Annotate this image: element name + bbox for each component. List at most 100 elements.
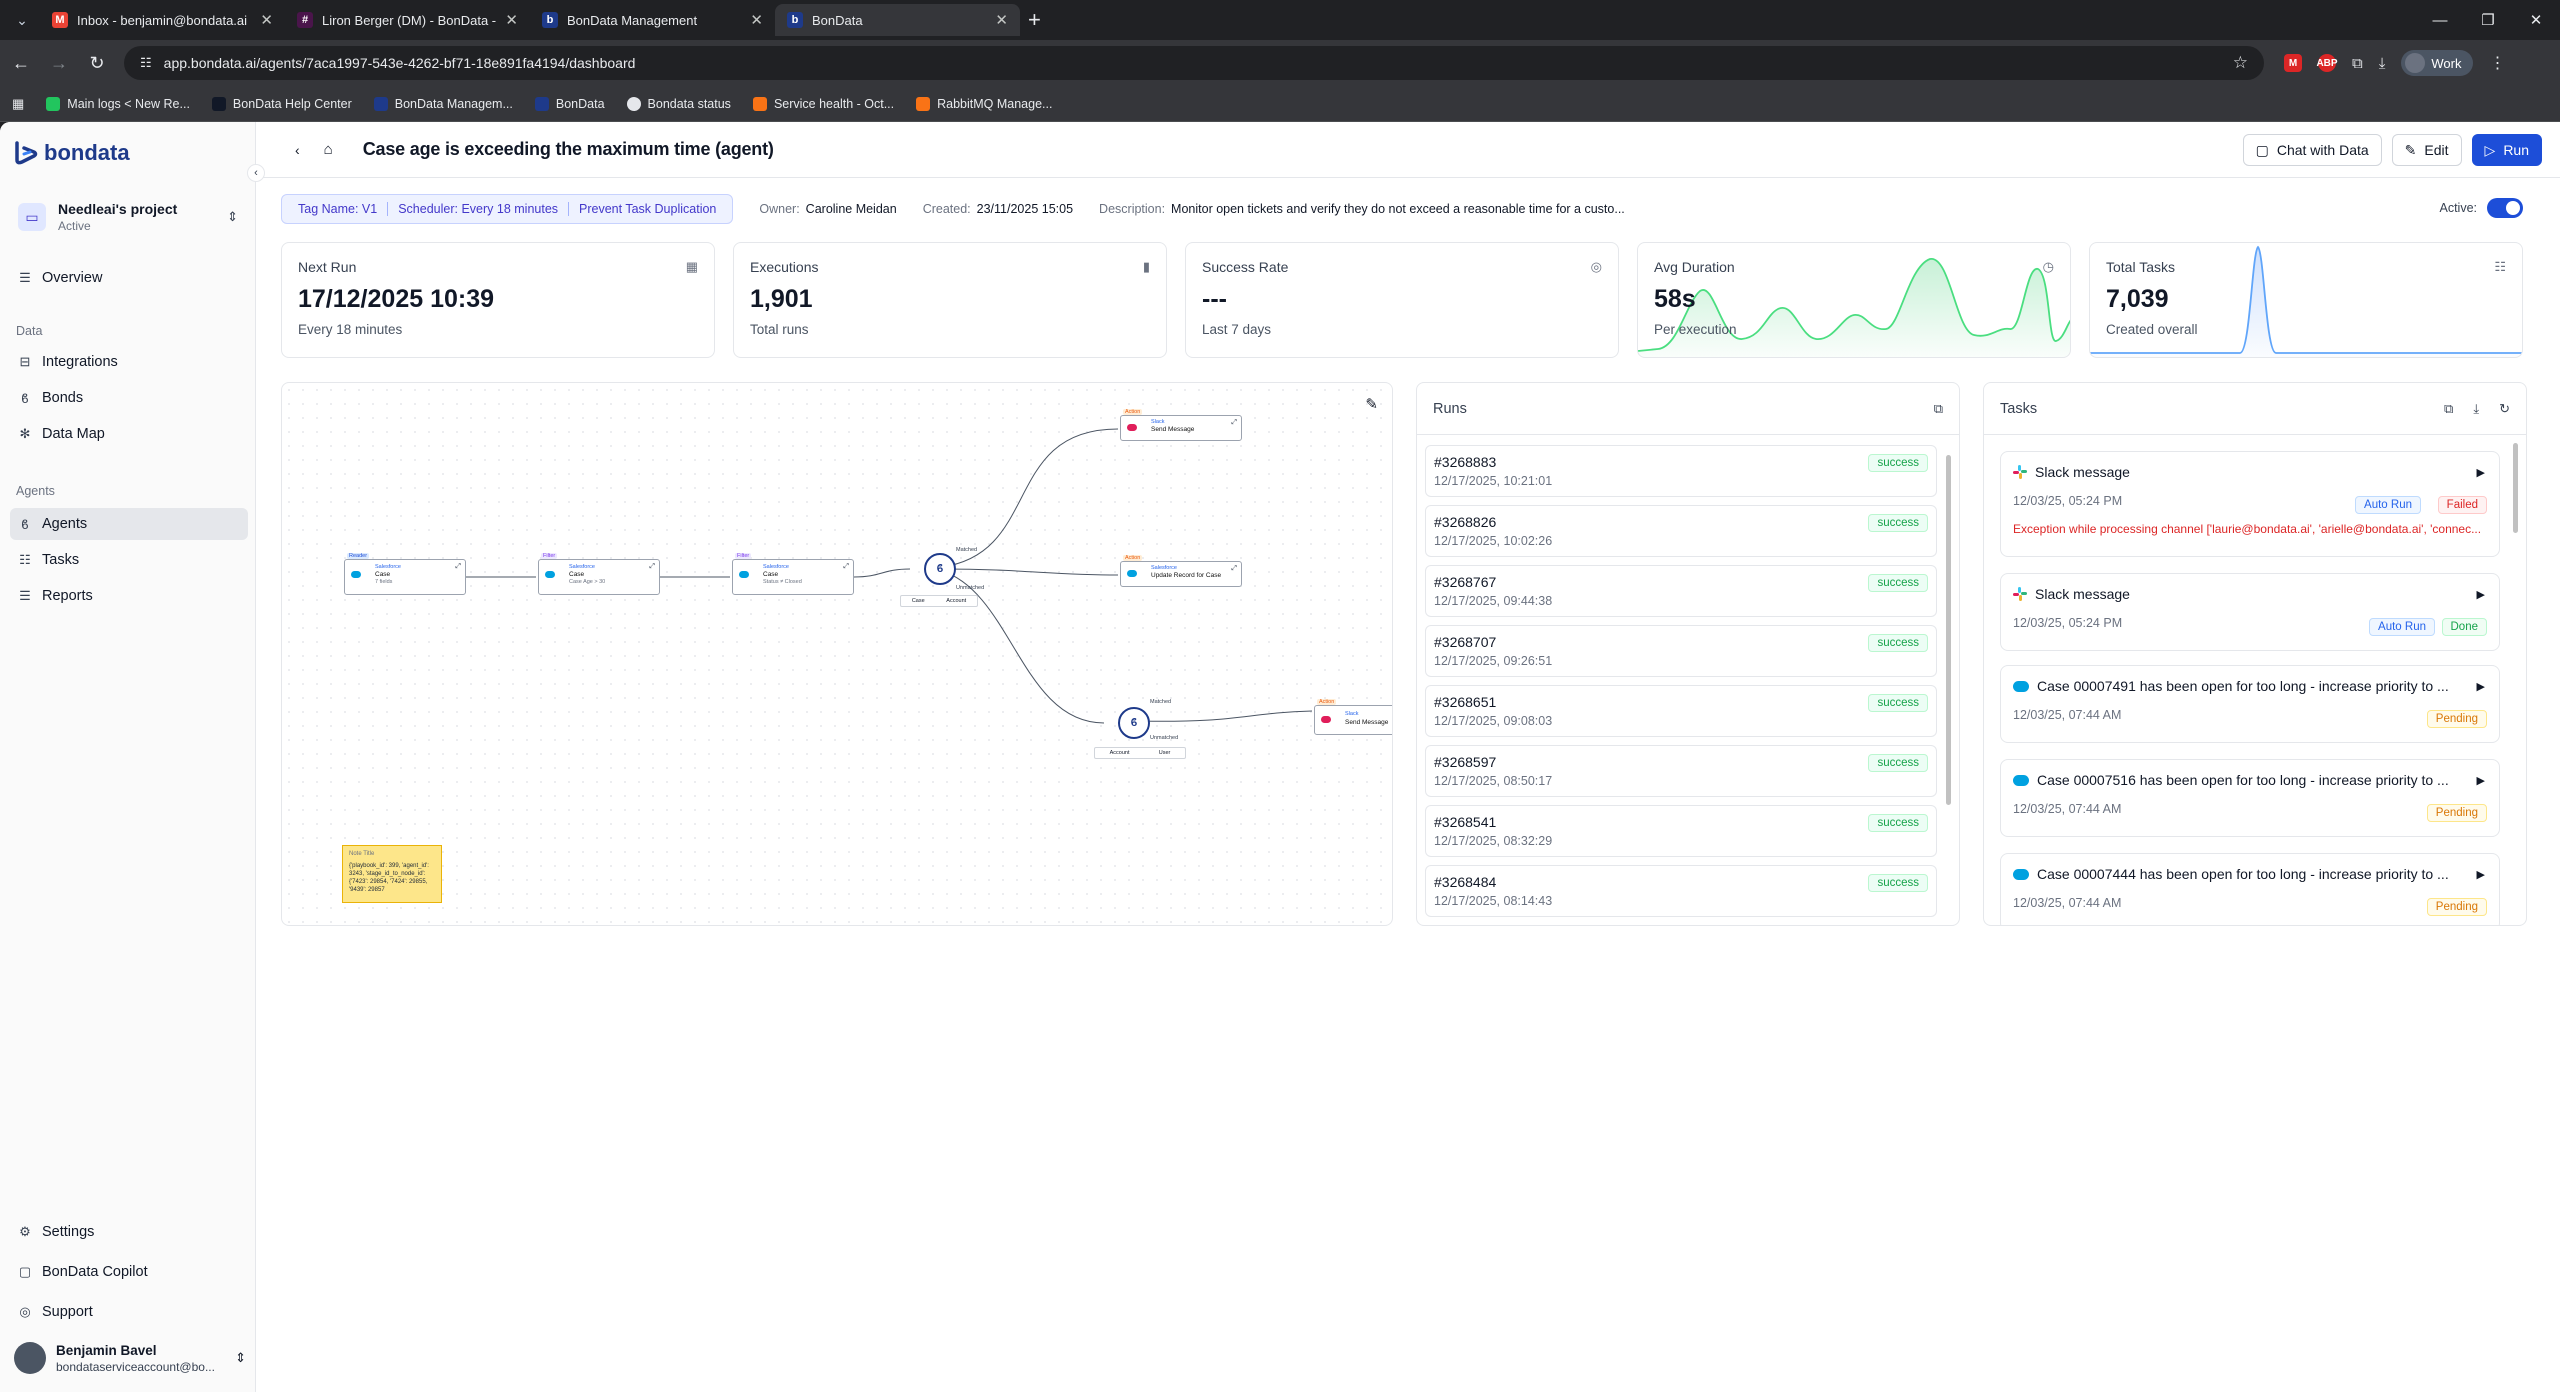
sidebar-item-integrations[interactable]: ⊟ Integrations (10, 346, 248, 378)
flow-node-slack-action[interactable]: Action Slack Send Message ⤢ (1120, 409, 1242, 441)
browser-tab-bondata-management[interactable]: b BonData Management ✕ (530, 4, 775, 36)
flow-bond-node-2[interactable]: ϐ (1118, 707, 1150, 739)
edit-button[interactable]: ✎ Edit (2391, 134, 2462, 166)
sidebar-item-bonds[interactable]: ϐ Bonds (10, 382, 248, 414)
node-app: Salesforce (375, 564, 401, 570)
gear-icon: ⚙ (19, 1224, 31, 1239)
expand-icon[interactable]: ⤢ (1231, 565, 1237, 572)
task-card[interactable]: Case 00007516 has been open for too long… (2000, 759, 2500, 837)
collapse-sidebar-button[interactable]: ‹ (247, 164, 265, 182)
stat-cards: Next Run 17/12/2025 10:39 Every 18 minut… (281, 242, 2523, 358)
run-row[interactable]: #3268651 12/17/2025, 09:08:03 success (1425, 685, 1937, 737)
browser-tab-gmail[interactable]: M Inbox - benjamin@bondata.ai - ✕ (40, 4, 285, 36)
run-row[interactable]: #3268597 12/17/2025, 08:50:17 success (1425, 745, 1937, 797)
bookmark-item[interactable]: BonData (534, 96, 605, 111)
task-card[interactable]: Slack message ▶ 12/03/25, 05:24 PM Done Auto… (2000, 573, 2500, 651)
workflow-canvas[interactable]: ✎ Reader Salesforce Case 7 fields ⤢ Filt… (281, 382, 1393, 926)
minimize-icon[interactable]: — (2432, 11, 2448, 29)
brand-logo[interactable]: bondata (14, 140, 130, 166)
bookmark-item[interactable]: BonData Help Center (211, 96, 352, 111)
bookmark-star-icon[interactable]: ☆ (2232, 53, 2248, 72)
runs-scrollbar[interactable] (1946, 455, 1951, 805)
play-icon[interactable]: ▶ (2476, 869, 2485, 881)
site-info-icon[interactable]: ☷ (140, 55, 152, 70)
run-row[interactable]: #3268541 12/17/2025, 08:32:29 success (1425, 805, 1937, 857)
expand-icon[interactable]: ⤢ (1231, 419, 1237, 426)
user-menu[interactable]: Benjamin Bavel bondataserviceaccount@bo.… (14, 1342, 246, 1374)
external-link-icon[interactable]: ⧉ (1933, 400, 1943, 416)
kebab-menu-icon[interactable]: ⋮ (2489, 55, 2506, 72)
apps-grid-icon[interactable]: ▦ (12, 95, 25, 111)
adblock-ext-icon[interactable]: ABP (2316, 54, 2338, 72)
expand-icon[interactable]: ⤢ (843, 563, 849, 570)
flow-node-filter-status[interactable]: Filter Salesforce Case Status ≠ Closed ⤢ (732, 553, 854, 595)
task-card[interactable]: Case 00007444 has been open for too long… (2000, 853, 2500, 925)
bookmark-item[interactable]: RabbitMQ Manage... (916, 96, 1052, 111)
chat-with-data-button[interactable]: ▢ Chat with Data (2242, 134, 2382, 166)
close-tab-icon[interactable]: ✕ (505, 12, 518, 29)
external-link-icon[interactable]: ⧉ (2444, 400, 2454, 416)
sidebar-item-settings[interactable]: ⚙ Settings (10, 1216, 248, 1248)
description-meta: Description: Monitor open tickets and ver… (1099, 202, 1625, 216)
pencil-icon[interactable]: ✎ (1365, 396, 1378, 413)
bookmark-item[interactable]: Bondata status (626, 96, 731, 111)
expand-icon[interactable]: ⤢ (455, 563, 461, 570)
task-card[interactable]: Slack message ▶ 12/03/25, 05:24 PM Failed Au… (2000, 451, 2500, 557)
tab-search-icon[interactable]: ⌄ (16, 11, 28, 28)
play-icon[interactable]: ▶ (2476, 589, 2485, 601)
status-badge: success (1868, 574, 1928, 592)
sidebar-item-reports[interactable]: ☰ Reports (10, 580, 248, 612)
stat-subtitle: Per execution (1654, 322, 1737, 337)
back-chevron-icon[interactable]: ‹ (295, 141, 300, 158)
profile-button[interactable]: Work (2401, 50, 2474, 76)
active-toggle[interactable] (2487, 198, 2523, 218)
sidebar-item-overview[interactable]: ☰ Overview (10, 262, 248, 294)
run-button[interactable]: ▷ Run (2471, 134, 2542, 166)
flow-bond-node[interactable]: ϐ (924, 553, 956, 585)
download-icon[interactable]: ⤓ (2378, 54, 2386, 72)
play-icon[interactable]: ▶ (2476, 775, 2485, 787)
url-bar[interactable]: ☷ app.bondata.ai/agents/7aca1997-543e-42… (124, 46, 2264, 80)
play-icon[interactable]: ▶ (2476, 467, 2485, 479)
restore-icon[interactable]: ❐ (2481, 12, 2495, 29)
bookmark-item[interactable]: Service health - Oct... (752, 96, 894, 111)
run-row[interactable]: #3268767 12/17/2025, 09:44:38 success (1425, 565, 1937, 617)
sidebar-item-data-map[interactable]: ✻ Data Map (10, 418, 248, 450)
sidebar-item-copilot[interactable]: ▢ BonData Copilot (10, 1256, 248, 1288)
close-tab-icon[interactable]: ✕ (750, 12, 763, 29)
reload-icon[interactable]: ↻ (89, 52, 105, 73)
download-icon[interactable]: ⤓ (2473, 400, 2480, 416)
bookmark-item[interactable]: BonData Managem... (373, 96, 513, 111)
run-row[interactable]: #3268484 12/17/2025, 08:14:43 success (1425, 865, 1937, 917)
flow-node-slack-action-2[interactable]: Action Slack Send Message (1314, 699, 1392, 735)
salesforce-icon (1127, 570, 1137, 577)
new-tab-icon[interactable]: + (1028, 7, 1041, 32)
flow-node-reader[interactable]: Reader Salesforce Case 7 fields ⤢ (344, 553, 466, 595)
refresh-icon[interactable]: ↻ (2499, 400, 2510, 416)
forward-icon[interactable]: → (50, 52, 68, 73)
puzzle-extensions-icon[interactable]: ⧉ (2352, 54, 2363, 72)
close-tab-icon[interactable]: ✕ (995, 12, 1008, 29)
back-icon[interactable]: ← (12, 52, 30, 73)
sticky-note[interactable]: Note Title {'playbook_id': 399, 'agent_i… (342, 845, 442, 903)
sidebar-item-support[interactable]: ◎ Support (10, 1296, 248, 1328)
play-icon[interactable]: ▶ (2476, 681, 2485, 693)
close-tab-icon[interactable]: ✕ (260, 12, 273, 29)
bookmark-item[interactable]: Main logs < New Re... (46, 96, 190, 111)
run-row[interactable]: #3268883 12/17/2025, 10:21:01 success (1425, 445, 1937, 497)
home-icon[interactable]: ⌂ (323, 141, 333, 158)
run-row[interactable]: #3268826 12/17/2025, 10:02:26 success (1425, 505, 1937, 557)
task-card[interactable]: Case 00007491 has been open for too long… (2000, 665, 2500, 743)
tasks-scrollbar[interactable] (2513, 443, 2518, 533)
browser-tab-slack[interactable]: # Liron Berger (DM) - BonData - ✕ (285, 4, 530, 36)
gmail-ext-icon[interactable]: M (2284, 54, 2302, 72)
project-switcher[interactable]: ▭ Needleai's project Active ⇕ (12, 192, 244, 242)
close-window-icon[interactable]: ✕ (2529, 12, 2543, 29)
browser-tab-bondata[interactable]: b BonData ✕ (775, 4, 1020, 36)
sidebar-item-agents[interactable]: ϐ Agents (10, 508, 248, 540)
expand-icon[interactable]: ⤢ (649, 563, 655, 570)
flow-node-update-record[interactable]: Action Salesforce Update Record for Case… (1120, 555, 1242, 587)
run-row[interactable]: #3268707 12/17/2025, 09:26:51 success (1425, 625, 1937, 677)
sidebar-item-tasks[interactable]: ☷ Tasks (10, 544, 248, 576)
flow-node-filter-age[interactable]: Filter Salesforce Case Case Age > 30 ⤢ (538, 553, 660, 595)
